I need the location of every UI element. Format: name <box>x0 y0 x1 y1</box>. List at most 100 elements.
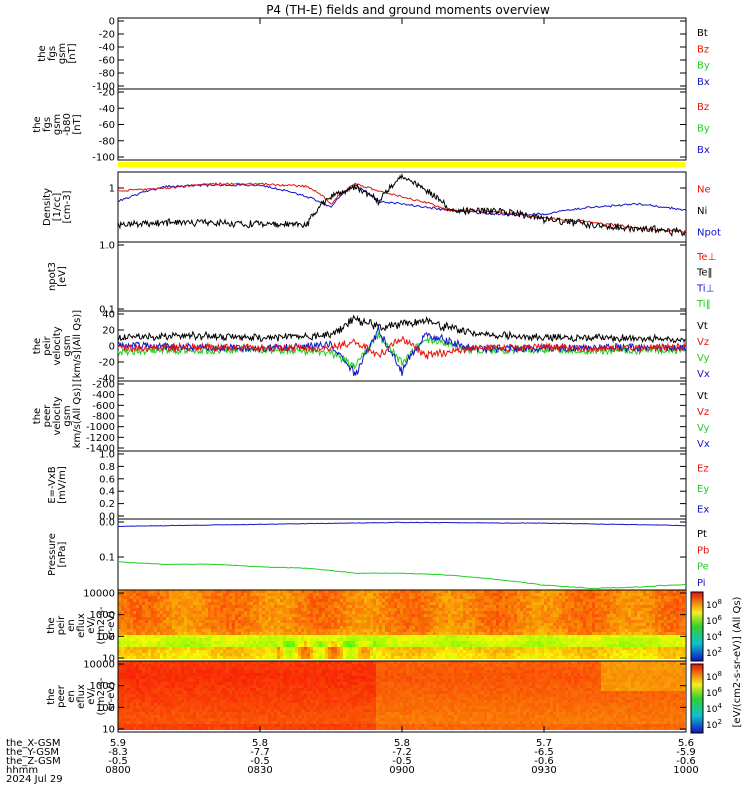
spectrogram-cell <box>613 596 616 599</box>
spectrogram-cell <box>250 623 253 626</box>
spectrogram-cell <box>568 635 571 638</box>
spectrogram-cell <box>160 712 163 715</box>
spectrogram-cell <box>313 620 316 623</box>
spectrogram-cell <box>133 727 136 730</box>
spectrogram-cell <box>610 641 613 644</box>
spectrogram-cell <box>589 656 592 659</box>
spectrogram-cell <box>160 656 163 659</box>
spectrogram-cell <box>577 602 580 605</box>
spectrogram-cell <box>574 656 577 659</box>
spectrogram-cell <box>640 635 643 638</box>
spectrogram-cell <box>280 596 283 599</box>
spectrogram-cell <box>562 656 565 659</box>
spectrogram-cell <box>523 602 526 605</box>
spectrogram-cell <box>421 593 424 596</box>
spectrogram-cell <box>610 626 613 629</box>
spectrogram-cell <box>388 599 391 602</box>
spectrogram-cell <box>664 593 667 596</box>
spectrogram-cell <box>160 638 163 641</box>
spectrogram-cell <box>391 650 394 653</box>
spectrogram-cell <box>139 614 142 617</box>
spectrogram-cell <box>481 611 484 614</box>
spectrogram-cell <box>610 650 613 653</box>
spectrogram-cell <box>577 611 580 614</box>
spectrogram-cell <box>244 617 247 620</box>
spectrogram-cell <box>430 605 433 608</box>
spectrogram-cell <box>427 608 430 611</box>
spectrogram-cell <box>118 724 121 727</box>
spectrogram-cell <box>349 623 352 626</box>
spectrogram-cell <box>406 599 409 602</box>
spectrogram-cell <box>151 706 154 709</box>
spectrogram-cell <box>613 647 616 650</box>
spectrogram-cell <box>634 644 637 647</box>
spectrogram-cell <box>373 608 376 611</box>
spectrogram-cell <box>175 599 178 602</box>
spectrogram-cell <box>139 635 142 638</box>
spectrogram-cell <box>475 629 478 632</box>
spectrogram-cell <box>376 605 379 608</box>
spectrogram-cell <box>436 605 439 608</box>
spectrogram-cell <box>511 623 514 626</box>
spectrogram-cell <box>217 641 220 644</box>
spectrogram-cell <box>403 638 406 641</box>
spectrogram-cell <box>289 632 292 635</box>
spectrogram-cell <box>496 611 499 614</box>
legend-label: Vy <box>697 353 710 364</box>
spectrogram-cell <box>172 697 175 700</box>
spectrogram-cell <box>517 641 520 644</box>
spectrogram-cell <box>367 638 370 641</box>
spectrogram-cell <box>418 650 421 653</box>
spectrogram-cell <box>118 632 121 635</box>
spectrogram-cell <box>622 638 625 641</box>
spectrogram-cell <box>604 614 607 617</box>
spectrogram-cell <box>232 632 235 635</box>
spectrogram-cell <box>166 706 169 709</box>
spectrogram-cell <box>529 638 532 641</box>
spectrogram-cell <box>619 635 622 638</box>
spectrogram-cell <box>217 602 220 605</box>
spectrogram-cell <box>118 650 121 653</box>
spectrogram-cell <box>190 611 193 614</box>
spectrogram-cell <box>631 605 634 608</box>
spectrogram-cell <box>484 641 487 644</box>
spectrogram-cell <box>334 596 337 599</box>
spectrogram-cell <box>655 656 658 659</box>
y-tick-label: 0.0 <box>99 518 115 529</box>
spectrogram-cell <box>628 656 631 659</box>
spectrogram-cell <box>148 688 151 691</box>
spectrogram-cell <box>151 673 154 676</box>
spectrogram-cell <box>442 605 445 608</box>
spectrogram-cell <box>526 614 529 617</box>
spectrogram-cell <box>250 620 253 623</box>
spectrogram-cell <box>250 629 253 632</box>
spectrogram-cell <box>607 653 610 656</box>
spectrogram-cell <box>130 632 133 635</box>
spectrogram-cell <box>274 590 277 593</box>
spectrogram-cell <box>160 617 163 620</box>
spectrogram-cell <box>634 596 637 599</box>
spectrogram-cell <box>169 635 172 638</box>
spectrogram-cell <box>613 593 616 596</box>
spectrogram-cell <box>601 632 604 635</box>
spectrogram-cell <box>277 617 280 620</box>
spectrogram-cell <box>250 644 253 647</box>
spectrogram-cell <box>514 635 517 638</box>
spectrogram-cell <box>409 596 412 599</box>
spectrogram-cell <box>451 623 454 626</box>
spectrogram-cell <box>475 638 478 641</box>
spectrogram-cell <box>307 641 310 644</box>
spectrogram-cell <box>367 632 370 635</box>
spectrogram-cell <box>373 641 376 644</box>
spectrogram-cell <box>427 611 430 614</box>
spectrogram-cell <box>310 614 313 617</box>
spectrogram-cell <box>172 596 175 599</box>
spectrogram-cell <box>193 602 196 605</box>
spectrogram-cell <box>334 614 337 617</box>
spectrogram-cell <box>283 626 286 629</box>
spectrogram-cell <box>487 650 490 653</box>
spectrogram-cell <box>673 626 676 629</box>
spectrogram-cell <box>151 685 154 688</box>
spectrogram-cell <box>334 611 337 614</box>
spectrogram-cell <box>229 602 232 605</box>
